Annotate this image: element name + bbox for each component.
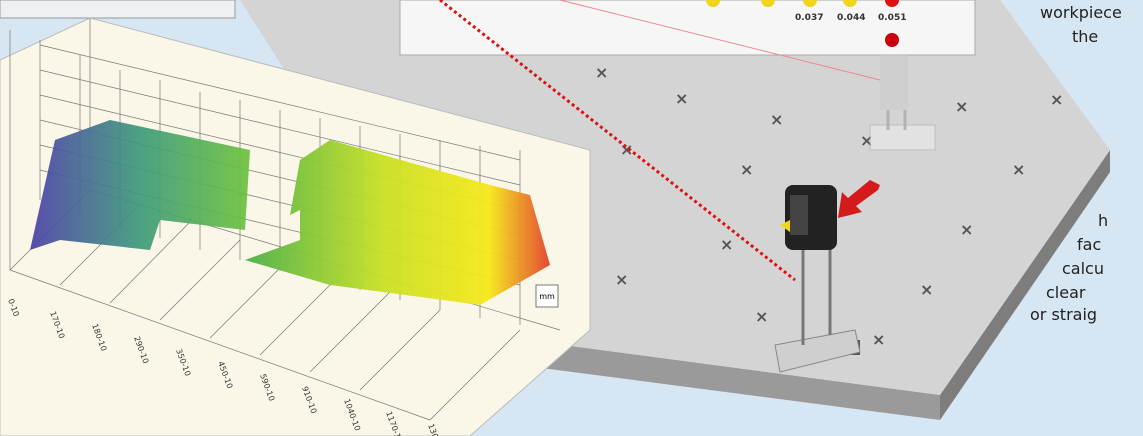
svg-text:×: × xyxy=(755,307,768,326)
caption-text: clear xyxy=(1046,283,1086,302)
unit-box xyxy=(535,284,559,308)
svg-text:×: × xyxy=(620,140,633,159)
surface xyxy=(30,120,550,305)
svg-text:×: × xyxy=(740,160,753,179)
svg-text:×: × xyxy=(1012,160,1025,179)
svg-text:×: × xyxy=(675,89,688,108)
display-panel xyxy=(399,0,976,56)
svg-text:×: × xyxy=(872,330,885,349)
sensor-ghost xyxy=(869,55,936,151)
svg-text:×: × xyxy=(615,270,628,289)
display-value: 0.037 xyxy=(795,13,823,23)
svg-text:×: × xyxy=(770,110,783,129)
caption-text: workpiece xyxy=(1040,3,1122,22)
svg-text:×: × xyxy=(595,63,608,82)
markers: ××××××××××××××××× xyxy=(595,21,1063,349)
caption-text: h xyxy=(1098,211,1108,230)
caption-text: calcu xyxy=(1062,259,1104,278)
plate-side xyxy=(450,330,940,420)
unit-label: mm xyxy=(539,292,555,301)
svg-text:×: × xyxy=(960,220,973,239)
display-value: 0.044 xyxy=(837,13,865,23)
caption-text: fac xyxy=(1077,235,1101,254)
svg-text:×: × xyxy=(955,97,968,116)
indicators xyxy=(706,0,899,47)
caption-text: or straig xyxy=(1030,305,1097,324)
arrow xyxy=(838,180,880,218)
display-value: 0.051 xyxy=(878,13,906,23)
sensor xyxy=(774,185,861,373)
svg-text:×: × xyxy=(720,235,733,254)
svg-text:×: × xyxy=(1050,90,1063,109)
svg-text:×: × xyxy=(920,280,933,299)
plate-side xyxy=(940,150,1110,420)
software-panel xyxy=(0,0,236,19)
laser-beam xyxy=(559,0,881,81)
caption-text: the xyxy=(1072,27,1098,46)
